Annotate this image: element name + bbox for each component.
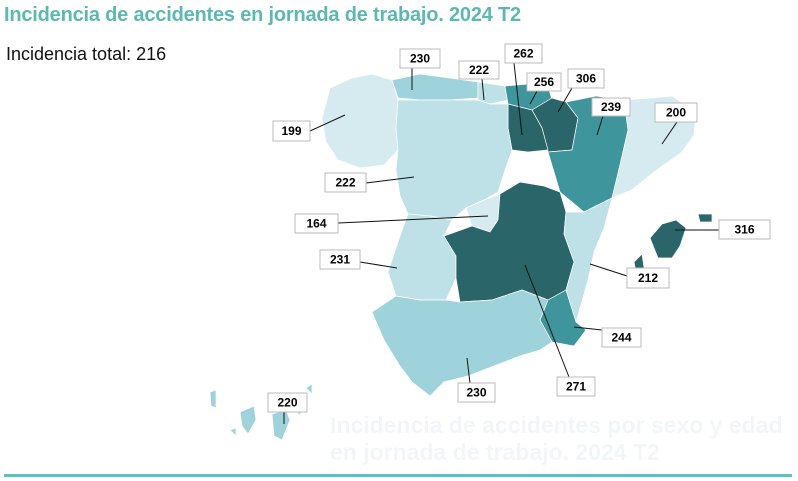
label-box <box>272 120 311 142</box>
region-value: 271 <box>566 380 586 394</box>
region-value: 230 <box>410 52 430 66</box>
region-shape-baleares[interactable] <box>649 219 687 259</box>
label-box <box>556 376 596 397</box>
value-label-baleares: 316 <box>675 219 771 240</box>
region-shape-canarias[interactable] <box>271 409 291 441</box>
label-box <box>718 219 771 240</box>
leader-line <box>596 115 604 136</box>
region-value: 222 <box>469 63 489 77</box>
value-label-andalucia: 230 <box>457 357 496 403</box>
region-shape-canarias[interactable] <box>209 389 217 409</box>
region-value: 212 <box>638 271 658 285</box>
leader-line <box>529 90 538 105</box>
leader-line <box>337 215 489 224</box>
region-value: 200 <box>666 106 686 120</box>
region-value: 306 <box>576 72 596 86</box>
value-label-extremadura: 231 <box>319 249 398 270</box>
value-label-cantabria: 222 <box>458 60 500 101</box>
region-shape-valencia[interactable] <box>563 197 613 324</box>
label-box <box>504 43 543 64</box>
leader-line <box>481 78 485 101</box>
region-value: 199 <box>281 124 301 138</box>
region-baleares[interactable] <box>633 213 713 273</box>
region-shape-cantabria[interactable] <box>477 81 509 105</box>
label-box <box>399 48 441 69</box>
region-value: 231 <box>330 253 350 267</box>
leader-line <box>557 87 573 113</box>
value-label-galicia: 199 <box>272 114 346 142</box>
label-box <box>294 213 339 234</box>
leader-line <box>365 176 415 184</box>
region-galicia[interactable] <box>321 73 399 169</box>
region-valencia[interactable] <box>563 197 613 324</box>
label-box <box>457 382 496 403</box>
leader-line <box>589 263 628 277</box>
label-box <box>319 249 361 270</box>
label-box <box>526 72 562 92</box>
value-label-madrid: 164 <box>294 213 489 234</box>
region-value: 316 <box>734 223 754 237</box>
label-box <box>267 392 308 413</box>
label-box <box>458 60 500 80</box>
leader-line <box>513 62 523 136</box>
value-label-murcia: 244 <box>573 326 642 348</box>
value-label-cataluna: 200 <box>654 102 698 145</box>
region-value: 244 <box>611 331 631 345</box>
leader-line <box>524 264 570 378</box>
region-value: 262 <box>513 47 533 61</box>
region-value: 256 <box>534 75 554 89</box>
region-cantabria[interactable] <box>477 81 509 105</box>
leader-line <box>466 357 471 384</box>
label-box <box>654 102 698 123</box>
region-value: 239 <box>601 100 621 114</box>
value-label-navarra: 306 <box>557 68 605 113</box>
region-value: 164 <box>306 217 326 231</box>
region-value: 222 <box>335 176 355 190</box>
region-shape-extremadura[interactable] <box>387 213 457 301</box>
region-andalucia[interactable] <box>371 289 553 397</box>
value-label-canarias: 220 <box>267 392 308 424</box>
leader-line <box>359 261 398 269</box>
map-title: Incidencia de accidentes en jornada de t… <box>4 4 521 26</box>
region-value: 220 <box>277 396 297 410</box>
value-label-valencia: 212 <box>589 263 670 289</box>
region-shape-canarias[interactable] <box>239 405 257 435</box>
bottom-divider <box>4 474 792 477</box>
region-castilla-leon[interactable] <box>395 99 513 221</box>
leader-line <box>573 326 603 331</box>
value-label-aragon: 239 <box>591 97 631 136</box>
value-label-castilla-la-mancha: 271 <box>524 264 596 397</box>
region-value: 230 <box>466 386 486 400</box>
label-box <box>567 68 605 89</box>
region-shape-castilla-leon[interactable] <box>395 99 513 221</box>
ghost-background-title: Incidencia de accidentes por sexo y edad… <box>330 412 783 465</box>
region-extremadura[interactable] <box>387 213 457 301</box>
label-box <box>601 327 642 348</box>
leader-line <box>661 121 678 145</box>
region-shape-andalucia[interactable] <box>371 289 553 397</box>
value-label-castilla-leon: 222 <box>324 172 415 193</box>
label-box <box>324 172 367 193</box>
region-shape-baleares[interactable] <box>697 213 713 223</box>
label-box <box>626 267 670 289</box>
value-label-asturias: 230 <box>399 48 441 90</box>
value-label-la-rioja: 262 <box>504 43 543 136</box>
leader-line <box>309 114 346 132</box>
region-shape-canarias[interactable] <box>305 383 313 395</box>
total-incidence: Incidencia total: 216 <box>6 44 167 64</box>
region-shape-galicia[interactable] <box>321 73 399 169</box>
value-label-pais-vasco: 256 <box>526 72 562 105</box>
region-shape-canarias[interactable] <box>229 427 237 437</box>
label-box <box>591 97 631 117</box>
